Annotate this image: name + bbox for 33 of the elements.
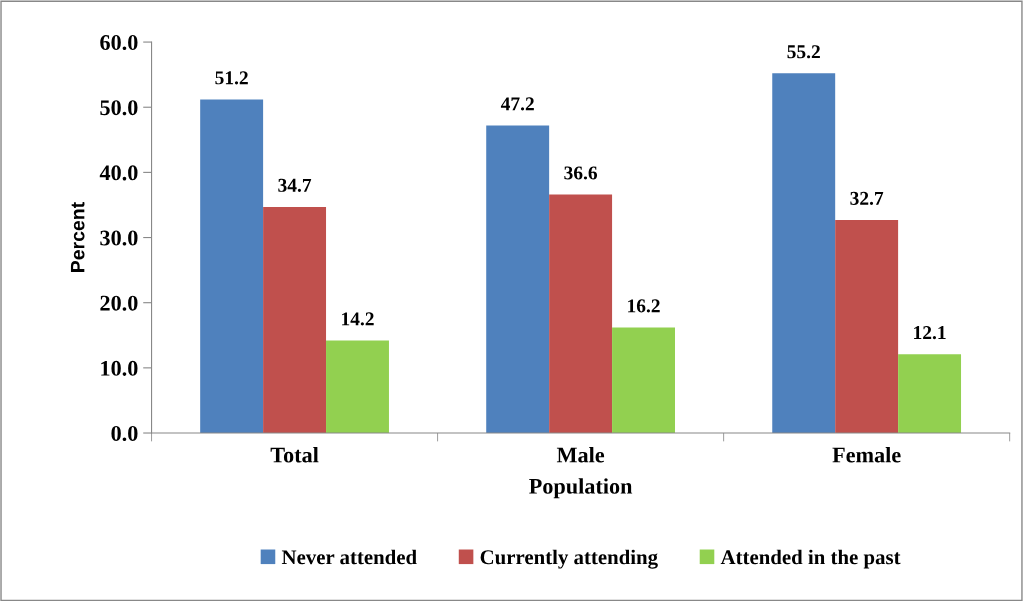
y-tick-label: 20.0	[100, 295, 138, 311]
x-tick-label: Total	[270, 446, 319, 463]
legend-label: Currently attending	[480, 549, 658, 569]
bar	[835, 219, 899, 434]
x-tick-label: Female	[832, 446, 901, 463]
data-label: 34.7	[278, 178, 312, 192]
legend-label: Never attended	[281, 549, 417, 565]
data-label: 51.2	[215, 71, 248, 85]
bar	[549, 194, 613, 434]
bar	[326, 340, 389, 434]
x-axis-title: Population	[529, 478, 633, 499]
bar	[486, 125, 550, 434]
y-tick-label: 60.0	[100, 35, 138, 51]
bar	[612, 327, 675, 434]
y-tick-label: 0.0	[111, 425, 138, 442]
y-tick-label: 40.0	[99, 165, 138, 181]
y-tick-label: 30.0	[100, 230, 138, 246]
legend-label: Attended in the past	[720, 549, 901, 569]
bar	[263, 206, 327, 434]
data-label: 12.1	[914, 326, 946, 340]
data-label: 32.7	[850, 191, 884, 205]
bar	[898, 354, 962, 434]
data-label: 47.2	[500, 97, 534, 111]
data-label: 55.2	[787, 45, 820, 59]
bar	[772, 73, 836, 434]
y-tick-label: 50.0	[100, 100, 138, 116]
data-label: 14.2	[342, 312, 374, 326]
y-tick-label: 10.0	[101, 360, 138, 376]
data-label: 36.6	[564, 166, 598, 180]
bar	[200, 99, 264, 434]
data-label: 16.2	[628, 299, 660, 313]
y-axis-title: Percent	[70, 202, 85, 272]
x-tick-label: Male	[556, 446, 605, 463]
